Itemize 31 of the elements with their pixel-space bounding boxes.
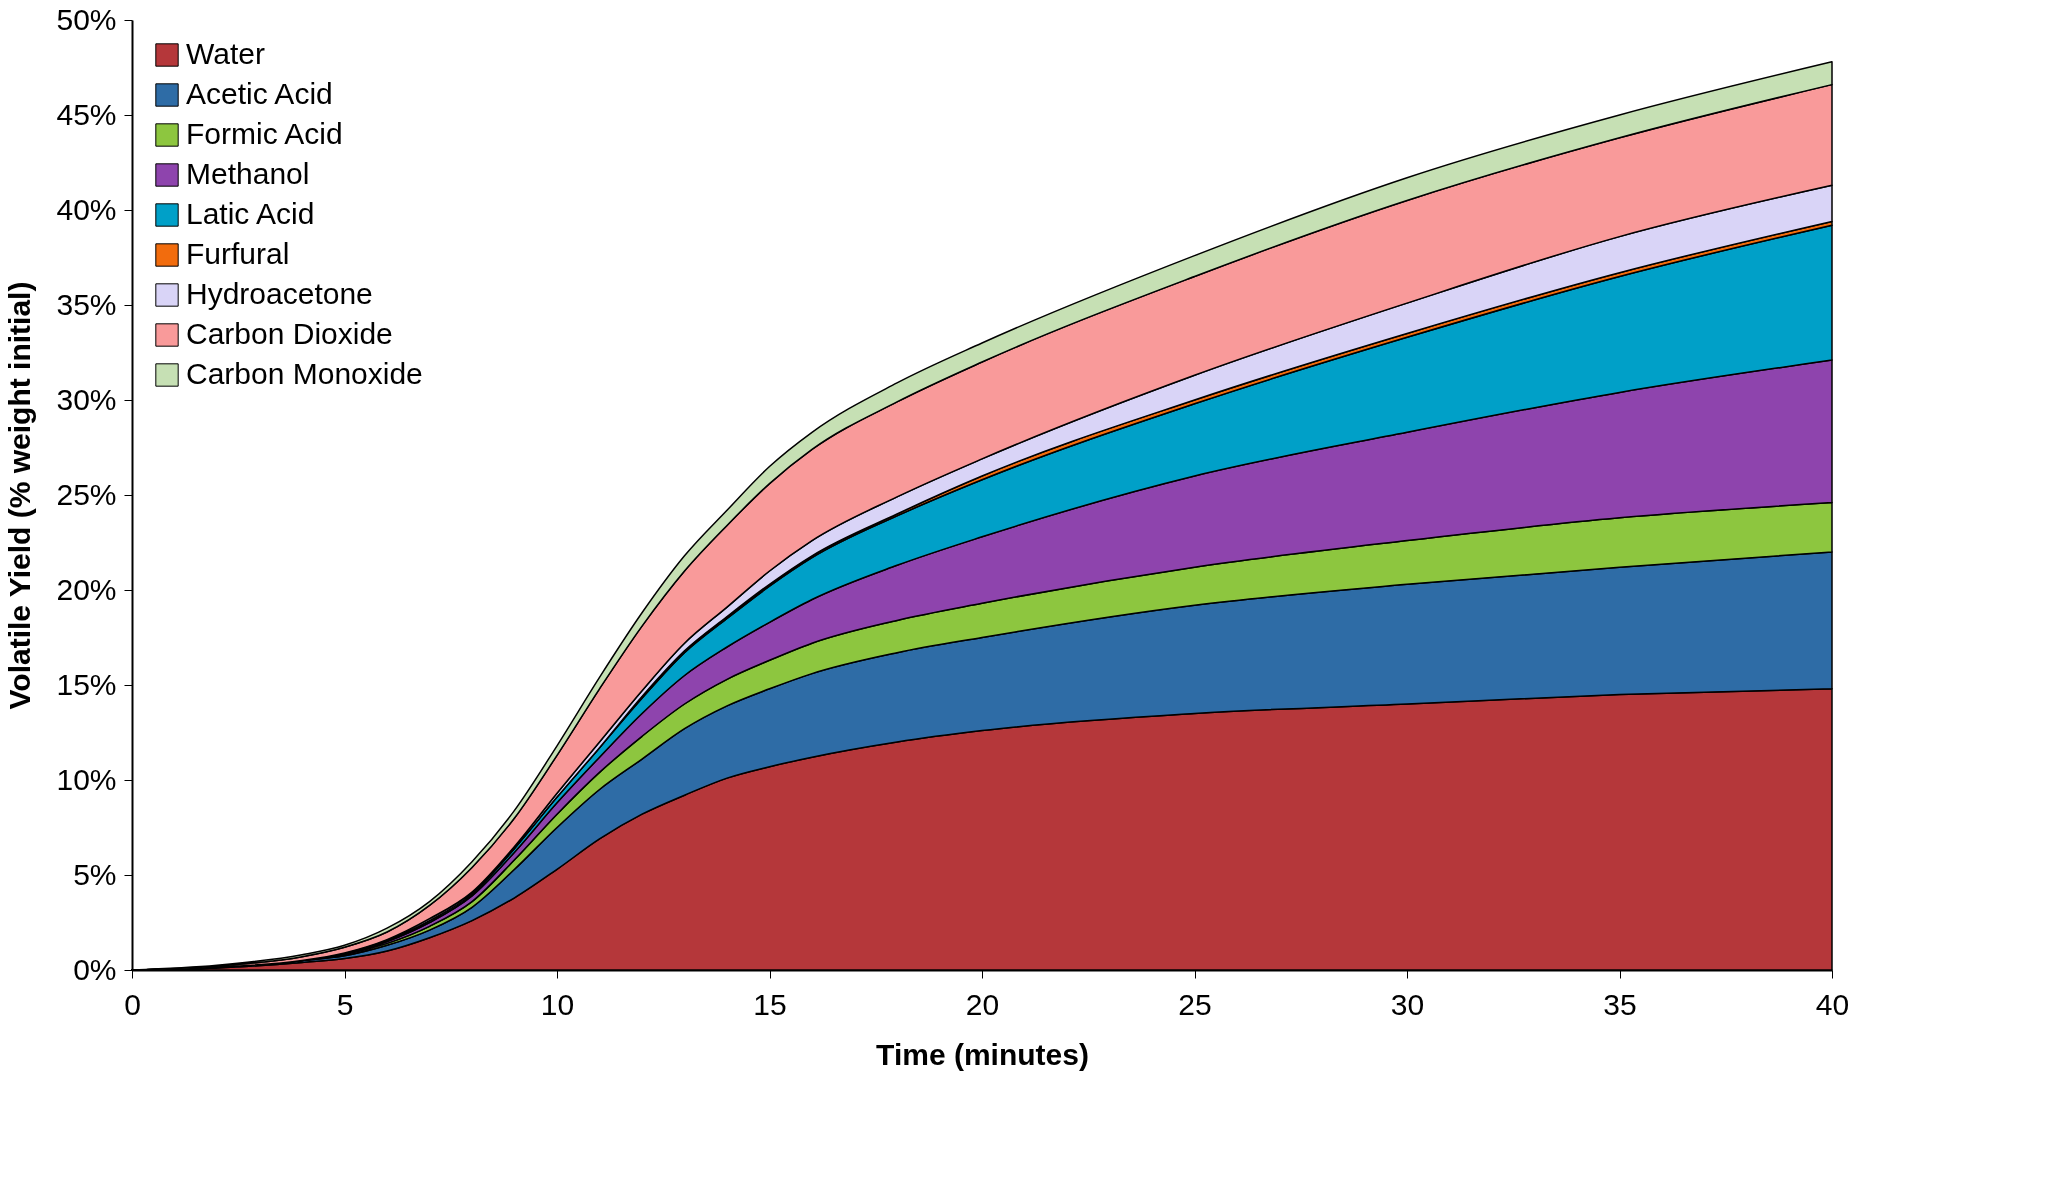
y-tick-label: 15%: [56, 667, 117, 701]
y-tick-label: 30%: [56, 382, 117, 416]
legend-label: Acetic Acid: [186, 77, 333, 110]
x-tick-label: 15: [753, 987, 787, 1021]
y-tick-label: 5%: [73, 857, 117, 891]
x-tick-label: 5: [336, 987, 354, 1021]
legend-label: Furfural: [186, 237, 290, 270]
y-tick-label: 50%: [56, 2, 117, 36]
y-tick-label: 20%: [56, 572, 117, 606]
legend-label: Hydroacetone: [186, 277, 373, 310]
x-tick-label: 25: [1178, 987, 1212, 1021]
x-tick-label: 40: [1815, 987, 1850, 1021]
legend-label: Carbon Monoxide: [186, 357, 423, 390]
legend-label: Formic Acid: [186, 117, 343, 150]
legend-label: Carbon Dioxide: [186, 317, 393, 350]
y-tick-label: 25%: [56, 477, 117, 511]
x-tick-label: 30: [1390, 987, 1425, 1021]
y-tick-label: 0%: [73, 952, 117, 986]
y-axis-title: Volatile Yield (% weight initial): [3, 281, 37, 710]
x-tick-label: 20: [965, 987, 1000, 1021]
x-tick-label: 10: [540, 987, 575, 1021]
x-axis-title: Time (minutes): [876, 1037, 1089, 1071]
legend-label: Water: [186, 37, 265, 70]
y-tick-label: 45%: [56, 97, 117, 131]
x-tick-label: 35: [1603, 987, 1637, 1021]
y-tick-label: 40%: [56, 192, 117, 226]
legend-label: Latic Acid: [186, 197, 315, 230]
x-tick-label: 0: [124, 987, 141, 1021]
y-tick-label: 10%: [56, 762, 117, 796]
y-tick-label: 35%: [56, 287, 117, 321]
legend-label: Methanol: [186, 157, 310, 190]
